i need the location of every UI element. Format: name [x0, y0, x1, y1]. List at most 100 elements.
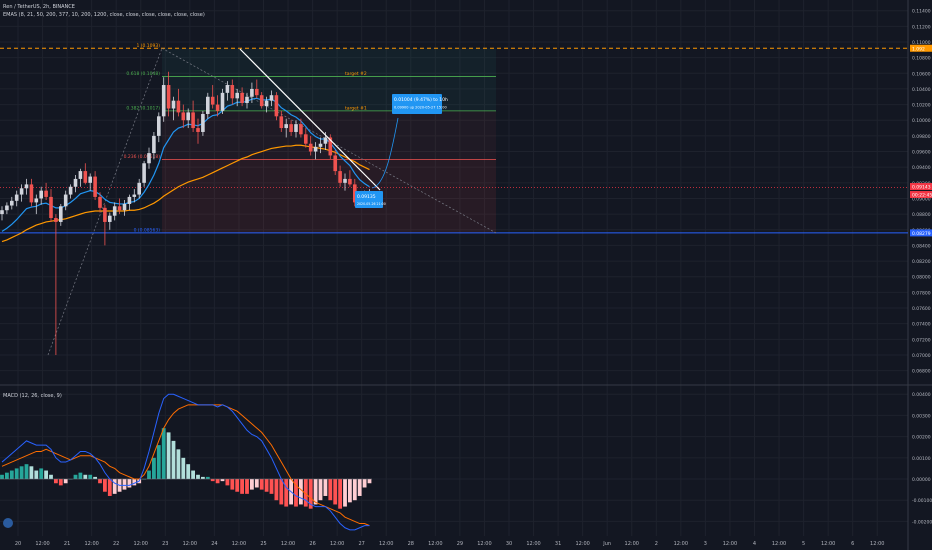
x-tick-label: 12:00	[428, 541, 442, 547]
candle-body	[284, 124, 288, 129]
y-tick-label: 0.10600	[912, 71, 931, 77]
candle-body	[161, 85, 166, 117]
macd-histogram-bar	[323, 479, 328, 496]
macd-histogram-bar	[264, 479, 269, 492]
x-tick-label: 20	[15, 541, 21, 547]
y-tick-label: 0.10200	[912, 103, 931, 109]
ema-slow-line	[1, 144, 370, 243]
candle-body	[220, 92, 225, 111]
x-tick-label: 12:00	[330, 541, 344, 547]
x-tick-label: 12:00	[232, 541, 246, 547]
y-tick-label: 0.07200	[912, 337, 931, 343]
x-tick-label: 30	[506, 541, 512, 547]
ema-fast-line	[1, 97, 370, 232]
candle-body	[176, 100, 181, 113]
fib-0236-label: 0.236 (0.09518)	[124, 154, 161, 160]
x-tick-label: 12:00	[281, 541, 295, 547]
macd-histogram-bar	[14, 468, 19, 480]
macd-histogram-bar	[147, 470, 151, 480]
macd-y-tick-label: 0.00100	[912, 456, 931, 462]
candle-body	[10, 200, 14, 206]
fib-connector-a	[47, 48, 163, 356]
x-tick-label: 31	[555, 541, 561, 547]
y-tick-label: 0.08800	[912, 212, 931, 218]
last-price-tag-bg	[910, 183, 932, 191]
candle-body	[259, 95, 264, 107]
macd-histogram-bar	[152, 457, 156, 480]
last-time-tag: 00:22:45	[912, 193, 932, 199]
macd-histogram-bar	[0, 474, 4, 480]
candle-body	[137, 182, 141, 195]
candle-body	[318, 143, 323, 147]
candle-body	[34, 198, 39, 203]
candle-body	[98, 196, 102, 208]
macd-histogram-bar	[308, 479, 313, 509]
target-callout-sub: 0.09900 up 2020-05-27 15:00	[394, 106, 447, 110]
macd-histogram-bar	[122, 479, 127, 490]
candle-body	[250, 88, 254, 97]
y-tick-label: 0.08000	[912, 275, 931, 281]
candle-body	[328, 137, 333, 156]
symbol-legend[interactable]: Ren / TetherUS, 2h, BINANCE	[3, 4, 75, 10]
macd-histogram-bar	[5, 472, 9, 480]
macd-histogram-bar	[348, 479, 352, 503]
macd-histogram-bar	[171, 440, 176, 480]
candle-body	[230, 85, 235, 99]
macd-histogram-bar	[191, 470, 195, 480]
macd-histogram-bar	[29, 466, 34, 480]
candle-body	[157, 116, 161, 136]
candle-body	[122, 203, 127, 211]
alert-price-tag-bg	[910, 44, 932, 52]
macd-histogram-bar	[98, 479, 102, 484]
macd-histogram-bar	[9, 470, 14, 480]
macd-line	[1, 393, 370, 531]
macd-histogram-bar	[318, 479, 323, 501]
x-tick-label: 12:00	[183, 541, 197, 547]
macd-histogram-bar	[132, 479, 137, 486]
candle-body	[353, 184, 357, 203]
candle-body	[152, 135, 156, 154]
candle-body	[255, 88, 259, 96]
macd-histogram-bar	[127, 479, 132, 488]
x-tick-label: 27	[359, 541, 365, 547]
candle-body	[108, 215, 112, 222]
macd-histogram-bar	[269, 479, 274, 494]
macd-legend[interactable]: MACD (12, 26, close, 9)	[3, 393, 62, 399]
candle-body	[78, 171, 83, 179]
candle-body	[132, 194, 137, 197]
y-tick-label: 0.10000	[912, 118, 931, 124]
macd-histogram-bar	[93, 476, 97, 480]
macd-y-tick-label: 0.00300	[912, 413, 931, 419]
x-tick-label: 12:00	[821, 541, 835, 547]
ema-legend[interactable]: EMAS (8, 21, 50, 200, 377, 10, 200, 1200…	[3, 12, 205, 18]
candle-body	[68, 186, 73, 195]
y-tick-label: 0.08400	[912, 243, 931, 249]
candle-body	[59, 206, 63, 222]
macd-histogram-bar	[230, 479, 235, 490]
macd-histogram-bar	[103, 479, 107, 492]
candle-body	[147, 153, 151, 164]
candle-body	[206, 96, 210, 114]
candle-body	[274, 95, 279, 117]
x-tick-label: 28	[408, 541, 414, 547]
candle-body	[186, 112, 190, 121]
x-tick-label: 6	[851, 541, 854, 547]
macd-histogram-bar	[83, 474, 88, 480]
candle-body	[83, 171, 88, 183]
candle-body	[264, 100, 269, 107]
candle-body	[142, 163, 146, 183]
target-callout-box	[392, 94, 442, 114]
macd-histogram-bar	[181, 457, 186, 480]
macd-histogram-bar	[49, 474, 53, 480]
target-callout-title: 0.01004 (9.47%) to 10h	[394, 97, 448, 103]
x-tick-label: 12:00	[625, 541, 639, 547]
fib-zone-lower	[162, 159, 496, 233]
x-tick-label: 12:00	[723, 541, 737, 547]
x-tick-label: 5	[802, 541, 805, 547]
tradingview-logo-icon[interactable]	[3, 518, 13, 528]
support-price-tag-bg	[910, 229, 932, 237]
macd-histogram-bar	[362, 479, 367, 488]
macd-histogram-bar	[294, 479, 298, 507]
candle-body	[44, 190, 48, 197]
